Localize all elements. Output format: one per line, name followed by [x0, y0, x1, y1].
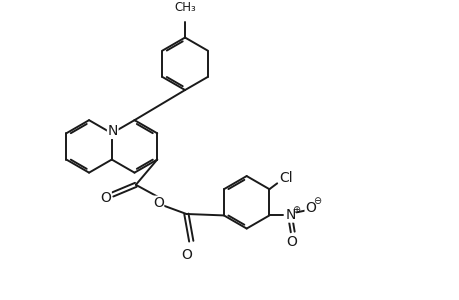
Text: ⊖: ⊖: [312, 196, 320, 206]
Text: O: O: [180, 248, 191, 262]
Text: O: O: [100, 191, 111, 206]
Text: O: O: [304, 201, 315, 215]
Text: O: O: [152, 196, 163, 210]
Text: ⊕: ⊕: [292, 205, 300, 214]
Text: CH₃: CH₃: [174, 1, 196, 14]
Text: Cl: Cl: [279, 172, 292, 185]
Text: N: N: [285, 208, 295, 222]
Text: O: O: [285, 235, 297, 249]
Text: N: N: [107, 124, 118, 138]
